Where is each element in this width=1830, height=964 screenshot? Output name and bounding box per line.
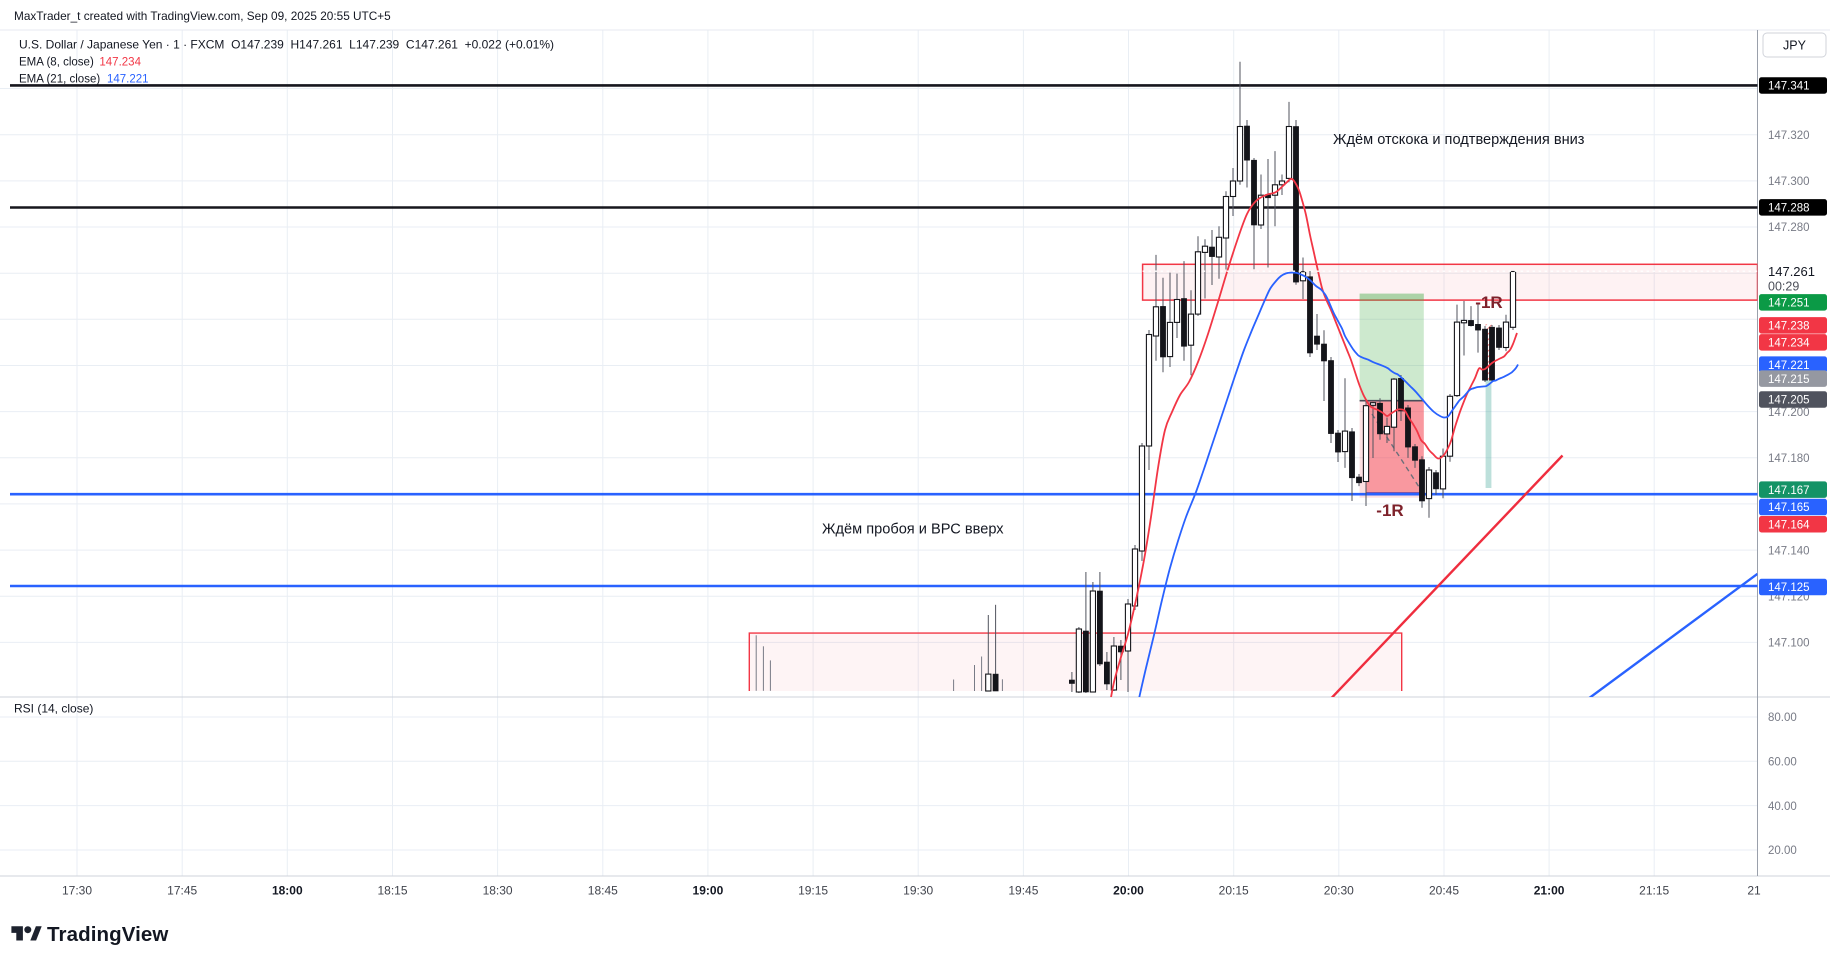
svg-text:147.221: 147.221 bbox=[107, 74, 149, 86]
svg-text:147.234: 147.234 bbox=[1768, 338, 1810, 350]
svg-text:MaxTrader_t created with Tradi: MaxTrader_t created with TradingView.com… bbox=[14, 9, 391, 23]
svg-text:17:45: 17:45 bbox=[167, 884, 197, 898]
svg-text:Ждём отскока и подтверждения в: Ждём отскока и подтверждения вниз bbox=[1333, 132, 1585, 148]
svg-text:20:45: 20:45 bbox=[1429, 884, 1459, 898]
svg-text:20:30: 20:30 bbox=[1324, 884, 1354, 898]
svg-text:40.00: 40.00 bbox=[1768, 801, 1797, 813]
svg-text:147.180: 147.180 bbox=[1768, 453, 1810, 465]
svg-text:-1R: -1R bbox=[1376, 501, 1403, 520]
svg-text:00:29: 00:29 bbox=[1768, 280, 1799, 294]
svg-text:20:15: 20:15 bbox=[1219, 884, 1249, 898]
svg-text:21:15: 21:15 bbox=[1639, 884, 1669, 898]
svg-text:80.00: 80.00 bbox=[1768, 712, 1797, 724]
svg-text:147.221: 147.221 bbox=[1768, 360, 1810, 372]
svg-text:EMA (21, close): EMA (21, close) bbox=[19, 74, 100, 86]
svg-text:18:30: 18:30 bbox=[483, 884, 513, 898]
svg-text:EMA (8, close): EMA (8, close) bbox=[19, 57, 94, 69]
svg-text:147.300: 147.300 bbox=[1768, 176, 1810, 188]
svg-text:147.251: 147.251 bbox=[1768, 298, 1810, 310]
svg-text:147.341: 147.341 bbox=[1768, 81, 1810, 93]
svg-text:147.200: 147.200 bbox=[1768, 407, 1810, 419]
svg-text:147.238: 147.238 bbox=[1768, 321, 1810, 333]
svg-text:147.215: 147.215 bbox=[1768, 374, 1810, 386]
svg-text:147.261: 147.261 bbox=[1768, 264, 1815, 279]
svg-text:20:00: 20:00 bbox=[1113, 884, 1144, 898]
svg-text:147.140: 147.140 bbox=[1768, 545, 1810, 557]
svg-text:60.00: 60.00 bbox=[1768, 757, 1797, 769]
svg-text:147.288: 147.288 bbox=[1768, 203, 1810, 215]
svg-text:U.S. Dollar / Japanese Yen · 1: U.S. Dollar / Japanese Yen · 1 · FXCM O1… bbox=[19, 38, 554, 52]
svg-text:19:30: 19:30 bbox=[903, 884, 933, 898]
svg-text:147.164: 147.164 bbox=[1768, 519, 1810, 531]
svg-text:-1R: -1R bbox=[1475, 293, 1502, 312]
svg-text:147.320: 147.320 bbox=[1768, 130, 1810, 142]
svg-text:18:00: 18:00 bbox=[272, 884, 303, 898]
svg-text:147.165: 147.165 bbox=[1768, 502, 1810, 514]
svg-text:JPY: JPY bbox=[1783, 39, 1807, 53]
svg-text:21:00: 21:00 bbox=[1534, 884, 1565, 898]
svg-text:TradingView: TradingView bbox=[47, 923, 168, 946]
svg-text:19:00: 19:00 bbox=[693, 884, 724, 898]
svg-text:147.125: 147.125 bbox=[1768, 582, 1810, 594]
svg-text:19:45: 19:45 bbox=[1008, 884, 1038, 898]
svg-text:18:15: 18:15 bbox=[377, 884, 407, 898]
svg-text:17:30: 17:30 bbox=[62, 884, 92, 898]
svg-text:147.100: 147.100 bbox=[1768, 638, 1810, 650]
svg-text:21: 21 bbox=[1747, 884, 1761, 898]
svg-text:147.167: 147.167 bbox=[1768, 485, 1810, 497]
svg-text:19:15: 19:15 bbox=[798, 884, 828, 898]
svg-text:147.234: 147.234 bbox=[99, 57, 141, 69]
svg-text:RSI (14, close): RSI (14, close) bbox=[14, 702, 93, 716]
svg-text:20.00: 20.00 bbox=[1768, 845, 1797, 857]
svg-text:Ждём пробоя и ВРС вверх: Ждём пробоя и ВРС вверх bbox=[822, 522, 1004, 538]
svg-text:147.205: 147.205 bbox=[1768, 395, 1810, 407]
svg-text:18:45: 18:45 bbox=[588, 884, 618, 898]
svg-text:147.280: 147.280 bbox=[1768, 222, 1810, 234]
